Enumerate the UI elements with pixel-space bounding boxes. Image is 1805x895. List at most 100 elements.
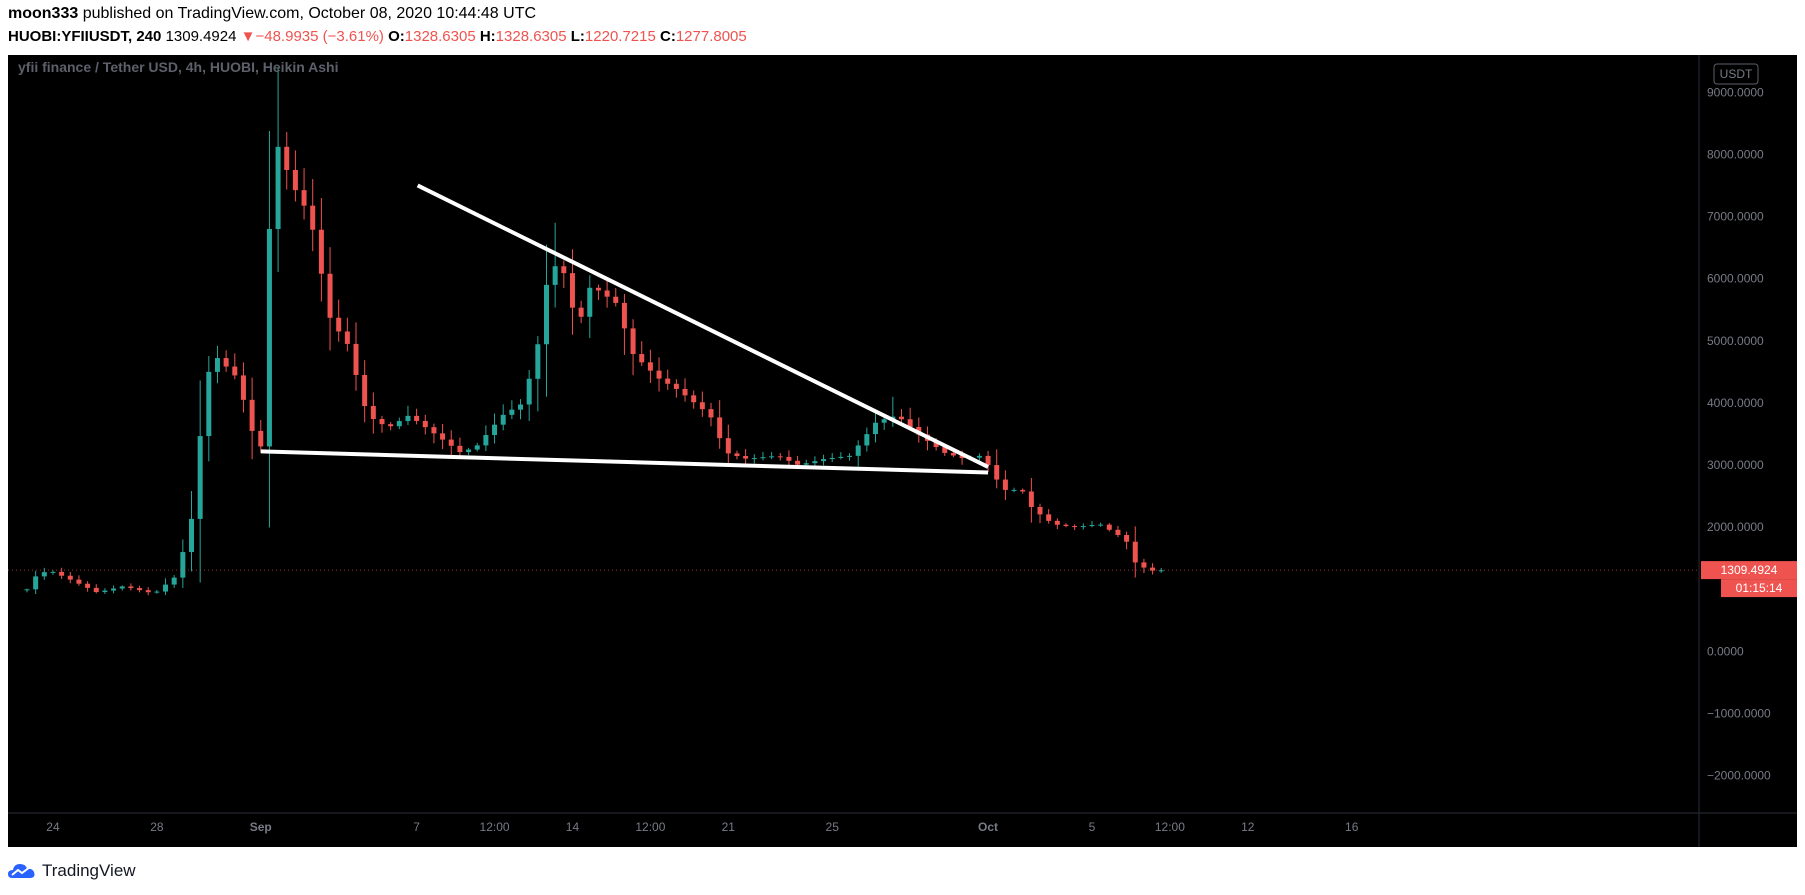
last-price: 1309.4924	[165, 28, 237, 45]
candle-body	[240, 375, 246, 400]
trendline[interactable]	[260, 449, 989, 475]
candle-body	[734, 453, 740, 457]
candle-body	[318, 229, 324, 274]
candle-body	[189, 518, 195, 553]
candle-body	[1046, 514, 1052, 521]
high-label: H:	[479, 28, 496, 45]
ohlc-legend: HUOBI:YFIIUSDT, 240 1309.4924 ▼−48.9935 …	[8, 28, 747, 45]
tradingview-brand: TradingView	[42, 861, 136, 880]
y-tick-label: 7000.0000	[1707, 210, 1764, 224]
candle-body	[448, 439, 454, 446]
x-tick-label: 14	[566, 820, 580, 834]
candle-body	[673, 383, 679, 389]
candle-body	[24, 589, 30, 591]
candle-body	[855, 445, 861, 456]
candle-body	[821, 459, 827, 462]
candle-body	[292, 169, 298, 191]
candle-body	[102, 590, 108, 593]
countdown-tag-bg	[1721, 579, 1797, 598]
candle-body	[388, 424, 394, 427]
currency-badge-label: USDT	[1720, 67, 1753, 81]
price-axis[interactable]: 9000.0000 8000.0000 7000.0000 6000.0000 5000…	[1707, 85, 1771, 782]
candle-body	[344, 331, 350, 344]
low-value: 1220.7215	[584, 28, 656, 45]
candle-body	[725, 438, 731, 454]
y-tick-label: 5000.0000	[1707, 334, 1764, 348]
candle-body	[509, 409, 515, 415]
last-price-tag-bg	[1701, 561, 1797, 580]
x-tick-label: 12:00	[480, 820, 510, 834]
candle-body	[552, 266, 558, 285]
candle-body	[440, 433, 446, 440]
candle-body	[41, 572, 47, 577]
candle-body	[258, 430, 264, 447]
candle-body	[249, 399, 255, 431]
candle-body	[1106, 524, 1112, 530]
candle-body	[128, 586, 134, 589]
candle-body	[1124, 534, 1130, 542]
close-value: 1277.8005	[675, 28, 747, 45]
candle-body	[1002, 479, 1008, 490]
open-value: 1328.6305	[404, 28, 476, 45]
candle-body	[561, 266, 567, 274]
candle-body	[708, 409, 714, 418]
candle-body	[119, 586, 125, 589]
tradingview-logo[interactable]: TradingView	[8, 858, 136, 884]
chart-panel[interactable]: 9000.0000 8000.0000 7000.0000 6000.0000 5000…	[8, 55, 1797, 847]
candle-body	[665, 378, 671, 384]
x-tick-label: 21	[722, 820, 736, 834]
candle-body	[699, 402, 705, 410]
candle-body	[621, 302, 627, 329]
candle-body	[751, 458, 757, 460]
published-text: published on TradingView.com, October 08…	[82, 5, 537, 22]
last-price-tag: 1309.4924 01:15:14	[8, 561, 1797, 598]
candle-body	[180, 552, 186, 578]
author-name[interactable]: moon333	[8, 5, 79, 22]
candles	[24, 67, 1164, 596]
candle-body	[405, 415, 411, 422]
candle-body	[1098, 524, 1104, 526]
open-label: O:	[388, 28, 405, 45]
candle-body	[604, 290, 610, 297]
candle-body	[431, 427, 437, 434]
time-axis[interactable]: 24 28 Sep 7 12:00 14 12:00 21 25 Oct 5 12:00 12 16	[46, 820, 1358, 834]
y-tick-label: 2000.0000	[1707, 520, 1764, 534]
candle-body	[93, 587, 99, 593]
candle-body	[864, 434, 870, 446]
x-tick-label: 16	[1345, 820, 1359, 834]
x-tick-label: Sep	[250, 820, 272, 834]
trendlines	[260, 183, 989, 475]
candle-body	[492, 424, 498, 436]
candle-body	[847, 455, 853, 457]
x-tick-label: 7	[413, 820, 420, 834]
candle-body	[59, 571, 65, 576]
candle-body	[682, 388, 688, 396]
candle-body	[1158, 570, 1164, 572]
candle-body	[976, 455, 982, 458]
candle-body	[154, 591, 160, 593]
candle-body	[85, 583, 91, 588]
currency-badge[interactable]	[1713, 63, 1759, 85]
x-tick-label: 24	[46, 820, 60, 834]
candle-body	[474, 445, 480, 450]
candle-body	[1150, 567, 1156, 571]
candle-body	[587, 287, 593, 317]
candle-body	[942, 447, 948, 453]
candle-body	[777, 456, 783, 458]
candle-body	[483, 435, 489, 446]
candle-body	[500, 414, 506, 425]
publish-info: moon333 published on TradingView.com, Oc…	[8, 5, 536, 23]
candle-body	[223, 358, 229, 367]
candle-body	[310, 205, 316, 230]
trendline[interactable]	[416, 183, 989, 469]
candle-body	[301, 190, 307, 206]
x-tick-label: 5	[1089, 820, 1096, 834]
candle-body	[327, 273, 333, 318]
candle-body	[1063, 524, 1069, 527]
chart-canvas[interactable]: 9000.0000 8000.0000 7000.0000 6000.0000 5000…	[8, 55, 1797, 847]
candle-body	[535, 344, 541, 379]
candle-body	[163, 584, 169, 592]
candle-body	[197, 436, 203, 519]
candle-body	[795, 460, 801, 465]
candle-body	[630, 328, 636, 355]
